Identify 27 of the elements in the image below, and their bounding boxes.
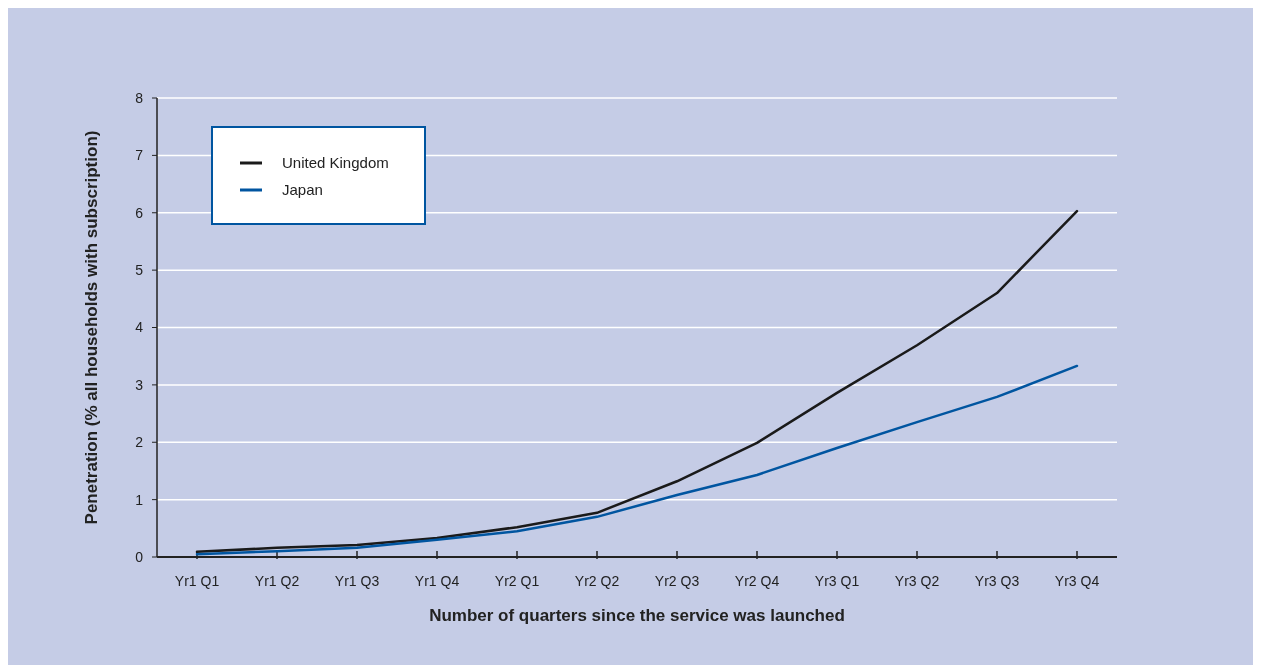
y-tick-label: 5 xyxy=(135,262,144,279)
x-axis-title: Number of quarters since the service was launched xyxy=(429,606,845,625)
line-series xyxy=(195,364,1079,556)
y-tick-label: 0 xyxy=(135,548,144,565)
y-axis-title: Penetration (% all households with subscription) xyxy=(82,130,101,525)
y-tick-label: 2 xyxy=(135,434,144,451)
y-tick-label: 1 xyxy=(135,491,144,508)
legend-label: United Kingdom xyxy=(282,154,389,172)
y-tick-label: 3 xyxy=(135,376,144,393)
x-tick-label: Yr3 Q1 xyxy=(814,573,860,589)
line-series xyxy=(195,209,1079,554)
x-tick-label: Yr2 Q3 xyxy=(654,573,700,589)
y-tick-label: 6 xyxy=(135,204,144,221)
legend-label: Japan xyxy=(282,181,323,199)
y-tick-label: 7 xyxy=(135,147,144,164)
x-tick-label: Yr1 Q4 xyxy=(414,573,460,589)
y-tick-label: 4 xyxy=(135,319,144,336)
x-tick-label: Yr2 Q1 xyxy=(494,573,540,589)
x-tick-label: Yr3 Q3 xyxy=(974,573,1020,589)
x-tick-label: Yr2 Q4 xyxy=(734,573,780,589)
x-tick-label: Yr1 Q3 xyxy=(334,573,380,589)
x-tick-label: Yr2 Q2 xyxy=(574,573,620,589)
x-tick-label: Yr1 Q2 xyxy=(254,573,300,589)
x-tick-label: Yr3 Q4 xyxy=(1054,573,1100,589)
y-tick-label: 8 xyxy=(135,89,144,106)
x-tick-label: Yr1 Q1 xyxy=(174,573,220,589)
x-tick-label: Yr3 Q2 xyxy=(894,573,940,589)
